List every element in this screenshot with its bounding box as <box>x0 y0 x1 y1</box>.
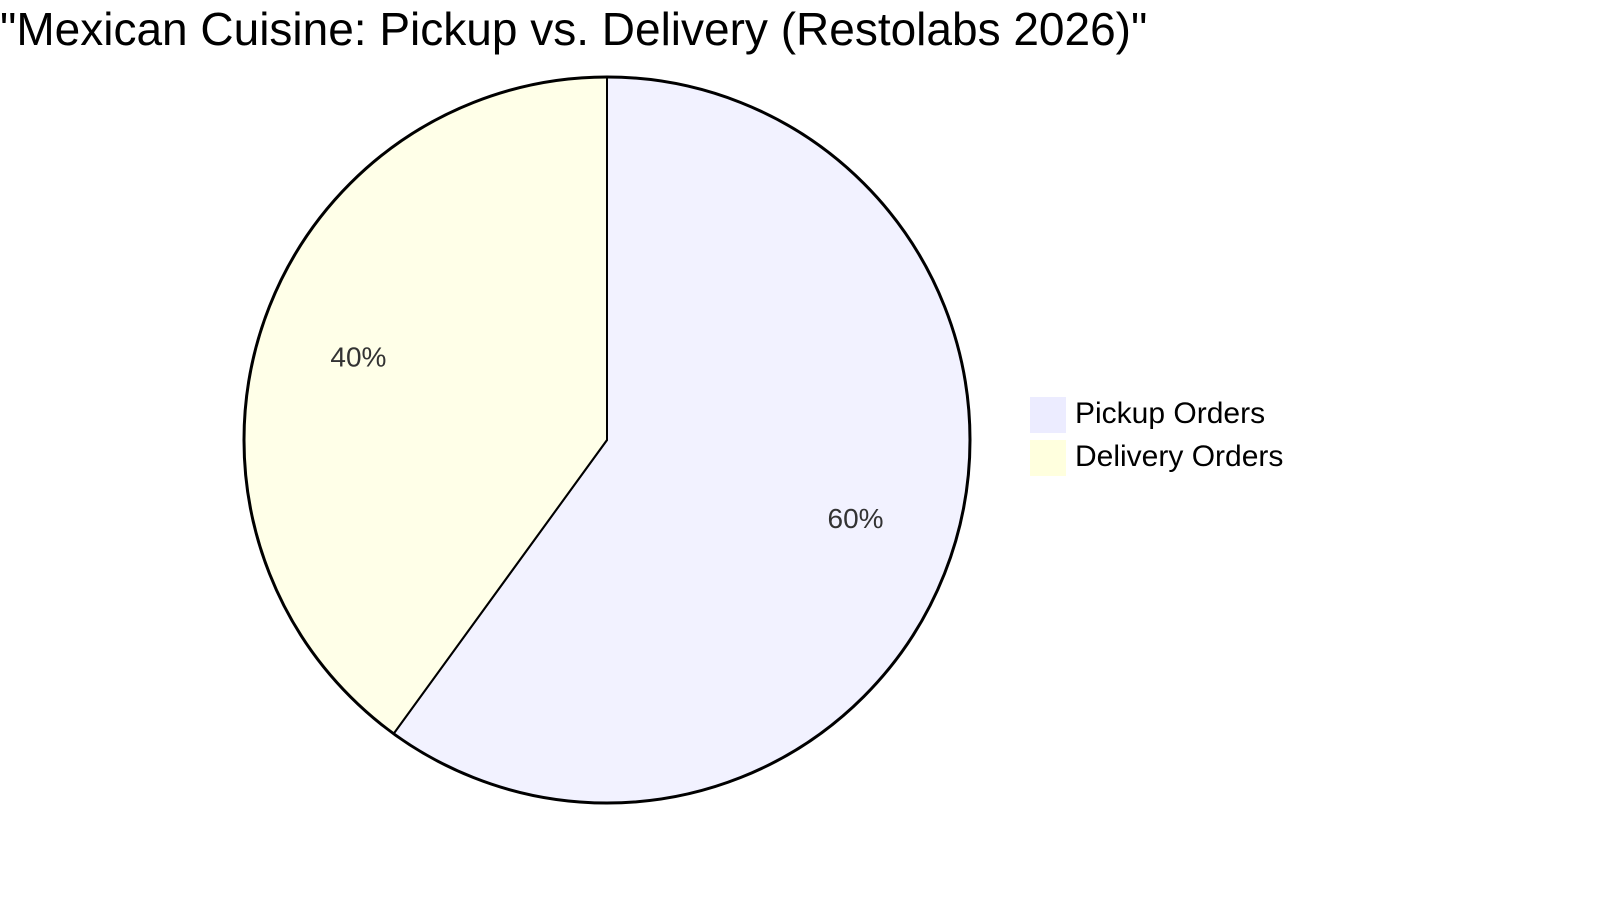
slice-label: 40% <box>330 342 386 373</box>
legend-swatch <box>1030 440 1066 476</box>
chart-title: "Mexican Cuisine: Pickup vs. Delivery (R… <box>0 3 1147 55</box>
legend-label: Pickup Orders <box>1075 397 1265 430</box>
slice-label: 60% <box>828 503 884 534</box>
legend-swatch <box>1030 397 1066 433</box>
legend-label: Delivery Orders <box>1075 440 1283 473</box>
pie-outline <box>242 75 972 805</box>
